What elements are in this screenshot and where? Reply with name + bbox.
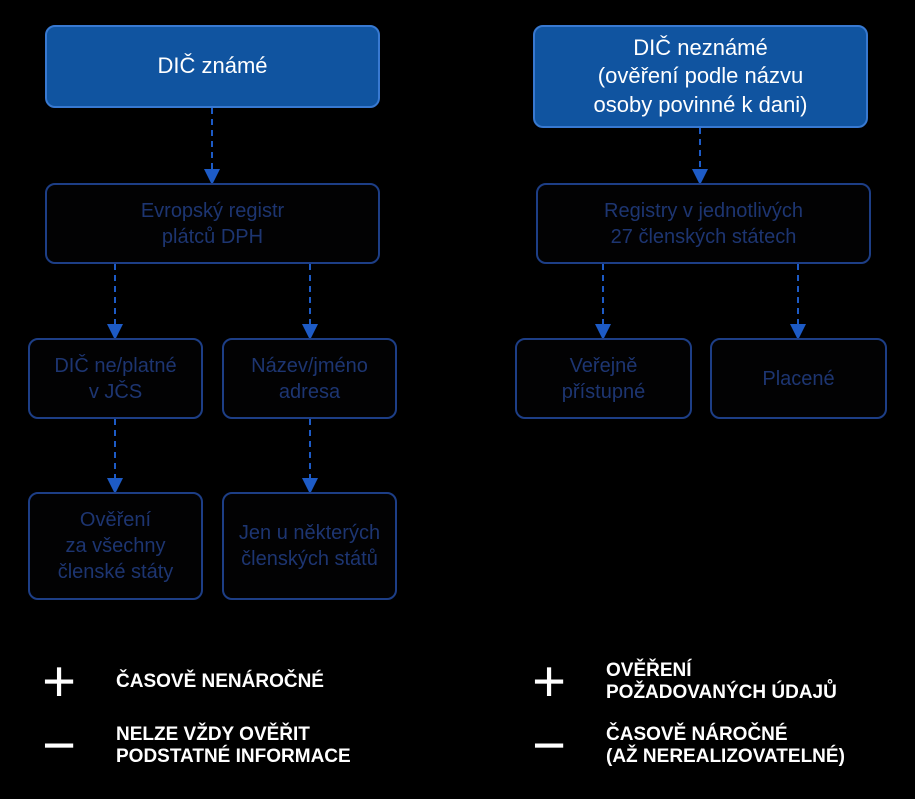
node-n1: DIČ známé bbox=[45, 25, 380, 108]
proscons-row-0: + ČASOVĚ NENÁROČNÉ bbox=[30, 652, 324, 712]
plus-icon: + bbox=[30, 653, 88, 711]
node-label: DIČ známé bbox=[157, 52, 267, 81]
node-label: Placené bbox=[762, 366, 834, 392]
plus-icon: + bbox=[520, 653, 578, 711]
proscons-text: ČASOVĚ NENÁROČNÉ bbox=[116, 671, 324, 693]
proscons-row-3: −ČASOVĚ NÁROČNÉ (AŽ NEREALIZOVATELNÉ) bbox=[520, 716, 845, 776]
node-label: Ověření za všechny členské státy bbox=[58, 507, 174, 585]
minus-icon: − bbox=[520, 717, 578, 775]
node-label: Název/jméno adresa bbox=[251, 353, 368, 405]
node-n7: DIČ neznámé (ověření podle názvu osoby p… bbox=[533, 25, 868, 128]
node-label: DIČ ne/platné v JČS bbox=[54, 353, 176, 405]
node-n5: Ověření za všechny členské státy bbox=[28, 492, 203, 600]
proscons-row-1: −NELZE VŽDY OVĚŘIT PODSTATNÉ INFORMACE bbox=[30, 716, 351, 776]
proscons-text: OVĚŘENÍ POŽADOVANÝCH ÚDAJŮ bbox=[606, 660, 837, 704]
proscons-text: ČASOVĚ NÁROČNÉ (AŽ NEREALIZOVATELNÉ) bbox=[606, 724, 845, 768]
node-label: Registry v jednotlivých 27 členských stá… bbox=[604, 198, 803, 250]
proscons-row-2: + OVĚŘENÍ POŽADOVANÝCH ÚDAJŮ bbox=[520, 652, 837, 712]
node-label: DIČ neznámé (ověření podle názvu osoby p… bbox=[593, 34, 807, 120]
node-n9: Veřejně přístupné bbox=[515, 338, 692, 419]
node-label: Veřejně přístupné bbox=[562, 353, 645, 405]
node-label: Jen u některých členských států bbox=[239, 520, 380, 572]
node-n10: Placené bbox=[710, 338, 887, 419]
node-label: Evropský registr plátců DPH bbox=[141, 198, 284, 250]
proscons-text: NELZE VŽDY OVĚŘIT PODSTATNÉ INFORMACE bbox=[116, 724, 351, 768]
diagram-canvas: DIČ známé Evropský registr plátců DPH DIČ … bbox=[0, 0, 915, 799]
node-n8: Registry v jednotlivých 27 členských stá… bbox=[536, 183, 871, 264]
minus-icon: − bbox=[30, 717, 88, 775]
node-n4: Název/jméno adresa bbox=[222, 338, 397, 419]
node-n3: DIČ ne/platné v JČS bbox=[28, 338, 203, 419]
node-n2: Evropský registr plátců DPH bbox=[45, 183, 380, 264]
node-n6: Jen u některých členských států bbox=[222, 492, 397, 600]
